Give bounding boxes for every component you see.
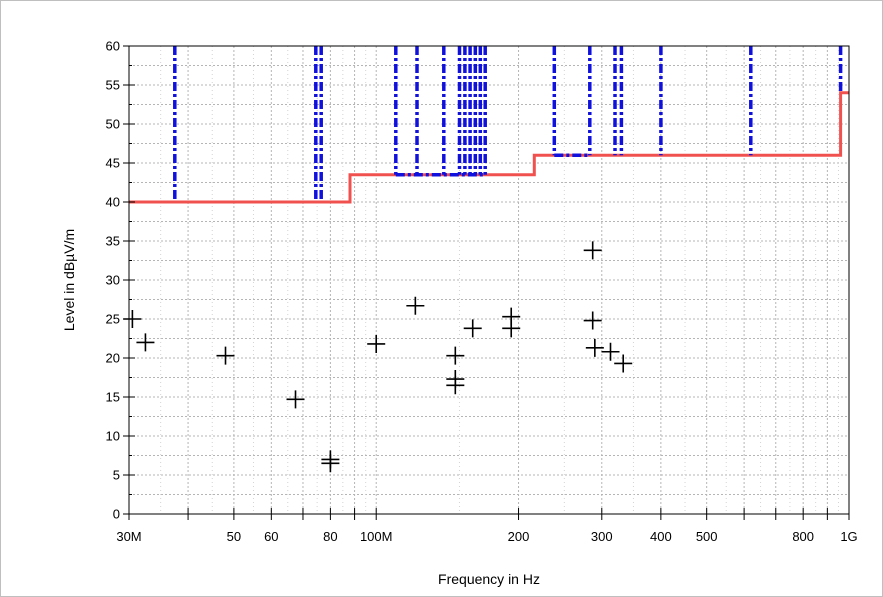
data-point-marker xyxy=(585,338,604,357)
x-tick-label: 30M xyxy=(116,529,141,544)
y-tick-label: 5 xyxy=(113,468,120,483)
x-tick-label: 1G xyxy=(840,529,857,544)
x-tick-label: 200 xyxy=(508,529,530,544)
y-tick-label: 0 xyxy=(113,507,120,522)
y-tick-label: 20 xyxy=(106,351,120,366)
x-tick-label: 800 xyxy=(792,529,814,544)
data-point-marker xyxy=(446,376,465,395)
data-point-marker xyxy=(367,334,386,353)
y-tick-label: 30 xyxy=(106,273,120,288)
x-tick-label: 300 xyxy=(591,529,613,544)
data-point-marker xyxy=(583,241,602,260)
peak-trace xyxy=(173,46,843,202)
x-tick-label: 100M xyxy=(360,529,393,544)
y-tick-label: 10 xyxy=(106,429,120,444)
x-tick-label: 80 xyxy=(323,529,337,544)
x-tick-label: 60 xyxy=(264,529,278,544)
axes xyxy=(123,45,850,520)
data-point-marker xyxy=(136,333,155,352)
y-tick-label: 45 xyxy=(106,156,120,171)
data-point-marker xyxy=(502,319,521,338)
data-point-marker xyxy=(583,311,602,330)
limit-line xyxy=(129,91,849,204)
y-tick-label: 55 xyxy=(106,78,120,93)
y-tick-label: 15 xyxy=(106,390,120,405)
y-axis-title: Level in dBµV/m xyxy=(61,229,77,331)
x-tick-label: 50 xyxy=(227,529,241,544)
y-tick-label: 40 xyxy=(106,195,120,210)
x-tick-label: 400 xyxy=(650,529,672,544)
data-point-marker xyxy=(463,319,482,338)
data-point-marker xyxy=(446,346,465,365)
data-point-marker xyxy=(601,342,620,361)
x-axis-title: Frequency in Hz xyxy=(438,571,540,587)
data-point-marker xyxy=(216,346,235,365)
data-point-marker xyxy=(286,390,305,409)
data-point-marker xyxy=(406,296,425,315)
tick-labels: 0 5 10 15 20 25 30 35 40 45 50 55 60 30M 50 60 80 100M 200… xyxy=(106,39,858,545)
data-point-marker xyxy=(614,354,633,373)
y-tick-label: 25 xyxy=(106,312,120,327)
series-layer xyxy=(123,46,849,473)
data-point-marker xyxy=(321,454,340,473)
y-tick-label: 50 xyxy=(106,117,120,132)
grid xyxy=(128,45,850,515)
x-tick-label: 500 xyxy=(696,529,718,544)
y-tick-label: 60 xyxy=(106,39,120,54)
y-tick-label: 35 xyxy=(106,234,120,249)
